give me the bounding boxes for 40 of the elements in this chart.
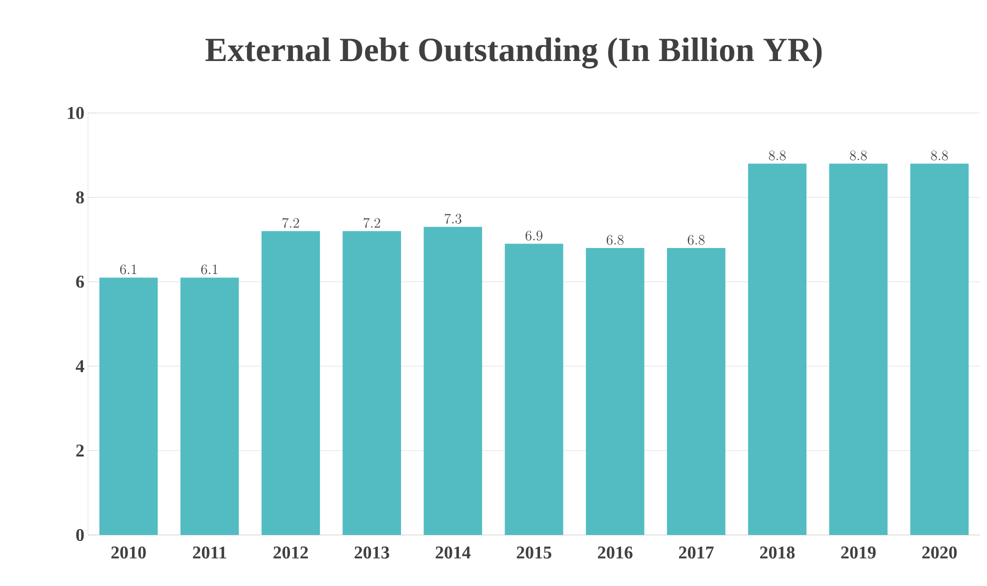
- y-tick-label: 8: [76, 191, 84, 204]
- data-label: 6.9: [526, 230, 542, 241]
- data-label: 8.8: [768, 150, 786, 160]
- data-label: 8.8: [850, 150, 867, 160]
- x-tick-label: 2020: [922, 546, 957, 559]
- bar: [180, 278, 239, 535]
- bar: [586, 248, 644, 535]
- data-label: 6. 1: [120, 264, 136, 274]
- data-label: 6.8: [688, 234, 705, 245]
- bar: [748, 164, 806, 535]
- chart-title: External Debt Outstanding (In Billion YR): [205, 38, 822, 68]
- data-label: 7.2: [282, 218, 299, 228]
- data-label: 6.8: [606, 234, 624, 245]
- bar: [667, 248, 726, 535]
- bar: [262, 231, 320, 535]
- bar: [342, 231, 402, 535]
- x-tick-label: 2015: [516, 546, 552, 559]
- x-tick-label: 2012: [274, 546, 308, 559]
- x-tick-label: 2011: [192, 546, 226, 559]
- y-tick-label: 4: [76, 360, 84, 372]
- data-label: 7.2: [364, 218, 380, 228]
- x-tick-label: 2010: [111, 546, 146, 559]
- data-label: 7.3: [444, 214, 462, 224]
- x-tick-label: 2016: [598, 546, 633, 559]
- bar: [99, 278, 158, 535]
- y-tick-label: 0: [76, 528, 84, 542]
- x-tick-label: 2014: [436, 546, 471, 559]
- data-label: 8.8: [931, 150, 948, 160]
- x-tick-label: 2019: [841, 546, 876, 559]
- bar: [829, 164, 888, 535]
- x-tick-label: 2017: [679, 546, 714, 559]
- y-tick-label: 6: [76, 276, 84, 288]
- bar: [910, 164, 969, 535]
- y-tick-label: 2: [76, 444, 84, 457]
- data-label: 6. 1: [201, 264, 218, 274]
- bar: [424, 226, 482, 535]
- x-tick-label: 2013: [354, 546, 390, 559]
- x-tick-label: 2018: [760, 546, 795, 559]
- y-tick-label: 10: [68, 106, 84, 120]
- bar: [504, 244, 564, 535]
